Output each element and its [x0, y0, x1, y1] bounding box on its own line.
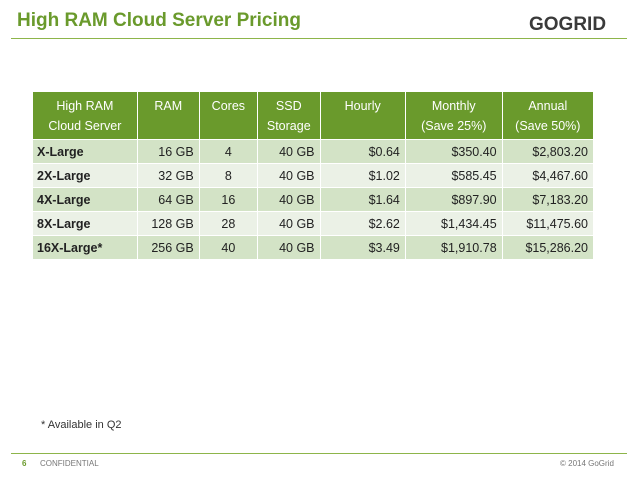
cell-monthly: $585.45	[405, 163, 503, 187]
cell-server: X-Large	[33, 139, 138, 163]
confidential-label: CONFIDENTIAL	[40, 459, 99, 468]
cell-cores: 40	[199, 235, 258, 259]
header-cores: Cores	[199, 92, 258, 139]
header-monthly-line2: (Save 25%)	[421, 119, 487, 133]
copyright-text: © 2014 GoGrid	[560, 459, 614, 468]
cell-hourly: $1.02	[320, 163, 406, 187]
cell-monthly: $350.40	[405, 139, 503, 163]
header-annual-line2: (Save 50%)	[515, 119, 581, 133]
cell-ssd: 40 GB	[257, 163, 321, 187]
cell-monthly: $897.90	[405, 187, 503, 211]
header-ssd-line2: Storage	[266, 119, 311, 133]
header-ssd: SSD Storage	[257, 92, 321, 139]
cell-server: 8X-Large	[33, 211, 138, 235]
cell-annual: $2,803.20	[502, 139, 593, 163]
table-row: 16X-Large* 256 GB 40 40 GB $3.49 $1,910.…	[33, 235, 593, 259]
header-monthly: Monthly (Save 25%)	[405, 92, 503, 139]
cell-annual: $7,183.20	[502, 187, 593, 211]
header-hourly: Hourly	[320, 92, 406, 139]
cell-monthly: $1,910.78	[405, 235, 503, 259]
cell-hourly: $1.64	[320, 187, 406, 211]
cell-cores: 4	[199, 139, 258, 163]
cell-ssd: 40 GB	[257, 235, 321, 259]
table-row: 8X-Large 128 GB 28 40 GB $2.62 $1,434.45…	[33, 211, 593, 235]
header-divider	[11, 38, 627, 39]
header-server-line1: High RAM	[56, 99, 114, 113]
cell-ram: 64 GB	[137, 187, 200, 211]
cell-monthly: $1,434.45	[405, 211, 503, 235]
cell-ram: 128 GB	[137, 211, 200, 235]
pricing-table: High RAM Cloud Server RAM Cores SSD Stor…	[33, 92, 593, 259]
footer-divider	[11, 453, 627, 454]
cell-ram: 16 GB	[137, 139, 200, 163]
table-row: 4X-Large 64 GB 16 40 GB $1.64 $897.90 $7…	[33, 187, 593, 211]
cell-server: 16X-Large*	[33, 235, 138, 259]
header-annual-line1: Annual	[528, 99, 568, 113]
cell-cores: 16	[199, 187, 258, 211]
table-header-row: High RAM Cloud Server RAM Cores SSD Stor…	[33, 92, 593, 139]
cell-hourly: $2.62	[320, 211, 406, 235]
cell-ssd: 40 GB	[257, 139, 321, 163]
header-annual: Annual (Save 50%)	[502, 92, 593, 139]
cell-ssd: 40 GB	[257, 187, 321, 211]
cell-ram: 256 GB	[137, 235, 200, 259]
cell-annual: $11,475.60	[502, 211, 593, 235]
table-row: 2X-Large 32 GB 8 40 GB $1.02 $585.45 $4,…	[33, 163, 593, 187]
cell-annual: $15,286.20	[502, 235, 593, 259]
slide-title: High RAM Cloud Server Pricing	[17, 10, 301, 31]
cell-server: 2X-Large	[33, 163, 138, 187]
header-server: High RAM Cloud Server	[33, 92, 138, 139]
header-hourly-label: Hourly	[344, 99, 381, 113]
cell-ram: 32 GB	[137, 163, 200, 187]
table-row: X-Large 16 GB 4 40 GB $0.64 $350.40 $2,8…	[33, 139, 593, 163]
cell-cores: 28	[199, 211, 258, 235]
cell-annual: $4,467.60	[502, 163, 593, 187]
header-ssd-line1: SSD	[275, 99, 302, 113]
page-number: 6	[22, 459, 27, 468]
cell-server: 4X-Large	[33, 187, 138, 211]
cell-cores: 8	[199, 163, 258, 187]
cell-hourly: $3.49	[320, 235, 406, 259]
cell-ssd: 40 GB	[257, 211, 321, 235]
header-ram: RAM	[137, 92, 200, 139]
gogrid-logo: GOGRID	[529, 14, 607, 35]
cell-hourly: $0.64	[320, 139, 406, 163]
footnote: * Available in Q2	[41, 419, 122, 431]
header-cores-label: Cores	[211, 99, 246, 113]
header-server-line2: Cloud Server	[48, 119, 122, 133]
header-monthly-line1: Monthly	[431, 99, 476, 113]
header-ram-label: RAM	[154, 99, 183, 113]
